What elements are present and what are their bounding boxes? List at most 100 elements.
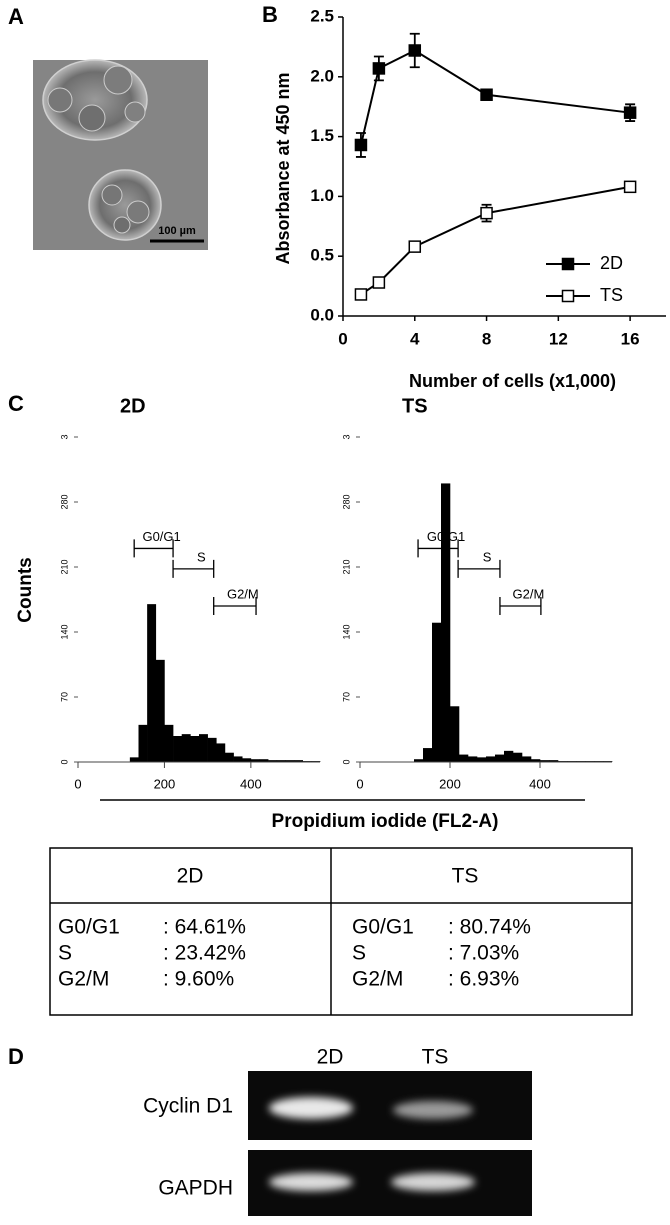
- table-cell: : 23.42%: [163, 942, 246, 965]
- y-tick-label: 1.5: [310, 126, 334, 145]
- histogram-bar: [164, 724, 174, 762]
- y-tick-label: 2.0: [310, 66, 334, 85]
- x-tick-label: 400: [240, 776, 262, 791]
- band: [391, 1173, 475, 1191]
- band: [269, 1173, 353, 1191]
- table-cell: : 7.03%: [448, 942, 519, 965]
- table-cell: G2/M: [58, 968, 109, 991]
- histogram-bar: [468, 756, 478, 762]
- x-tick-label: 0: [74, 776, 81, 791]
- marker: [480, 88, 493, 101]
- marker: [408, 240, 422, 253]
- y-axis-label: Absorbance at 450 nm: [273, 72, 293, 264]
- x-tick-label: 0: [338, 329, 347, 348]
- table-cell: : 64.61%: [163, 916, 246, 939]
- table-header: 2D: [177, 865, 204, 888]
- y-tick-label: 3: [59, 434, 69, 439]
- table: 2D TS: [49, 847, 633, 1016]
- gate: [499, 597, 542, 615]
- row-label: Cyclin D1: [143, 1095, 233, 1118]
- gate: [133, 539, 174, 558]
- x-tick-label: 4: [410, 329, 420, 348]
- gate-label: G2/M: [513, 586, 545, 601]
- histogram-bar: [207, 737, 217, 762]
- histogram-bar: [268, 760, 278, 762]
- panel-label: D: [8, 1044, 24, 1069]
- y-tick-label: 210: [59, 559, 69, 574]
- y-tick-label: 210: [341, 559, 351, 574]
- panel-label: C: [8, 391, 24, 416]
- y-tick-label: 0.5: [310, 246, 334, 265]
- marker: [372, 62, 386, 75]
- table-cell: : 9.60%: [163, 968, 234, 991]
- y-tick-label: 140: [341, 624, 351, 639]
- histogram-title: 2D: [120, 395, 146, 417]
- histogram-bar: [129, 757, 139, 762]
- scale-bar-label: 100 µm: [158, 225, 196, 237]
- histogram-bar: [173, 736, 183, 762]
- histogram-bar: [549, 760, 559, 762]
- x-axis-label: Propidium iodide (FL2-A): [272, 811, 499, 832]
- lane-label: TS: [422, 1046, 449, 1069]
- x-tick-label: 200: [439, 776, 461, 791]
- marker: [623, 180, 637, 194]
- table-cell: G0/G1: [58, 916, 120, 939]
- micrograph: 100 µm: [33, 59, 208, 250]
- histogram-bar: [414, 759, 424, 762]
- marker: [480, 206, 493, 220]
- histogram-bar: [294, 760, 304, 762]
- histogram-bar: [513, 752, 523, 762]
- legend-label: 2D: [600, 253, 623, 273]
- gate: [213, 597, 257, 615]
- gate: [457, 559, 501, 578]
- marker: [354, 288, 368, 301]
- gate-label: G2/M: [227, 586, 259, 601]
- histogram-bar: [450, 706, 460, 762]
- histogram-bar: [147, 604, 157, 762]
- histogram-bar: [259, 759, 269, 762]
- gate-label: S: [483, 549, 492, 564]
- gel: 2D TS Cyclin D1 GAPDH: [143, 1046, 532, 1216]
- table-cell: G0/G1: [352, 916, 414, 939]
- x-tick-label: 16: [621, 329, 640, 348]
- histogram-bar: [138, 724, 148, 762]
- histogram-bar: [285, 760, 295, 762]
- histogram-bar: [199, 734, 208, 762]
- panel-label: A: [8, 4, 24, 29]
- histogram-bar: [423, 748, 433, 762]
- x-tick-label: 200: [154, 776, 176, 791]
- gate-label: G0/G1: [142, 529, 180, 544]
- row-label: GAPDH: [158, 1177, 233, 1200]
- legend-label: TS: [600, 285, 623, 305]
- marker: [354, 138, 368, 152]
- histogram-title: TS: [402, 395, 428, 417]
- histogram-bar: [155, 659, 165, 762]
- series-line: [359, 49, 631, 146]
- x-tick-label: 12: [549, 329, 568, 348]
- histogram-bar: [441, 483, 451, 762]
- histogram-bar: [432, 622, 442, 762]
- table-cell: : 80.74%: [448, 916, 531, 939]
- band: [269, 1097, 353, 1119]
- gate-label: S: [197, 549, 206, 564]
- y-tick-label: 3: [341, 434, 351, 439]
- histogram-bar: [540, 760, 550, 762]
- table-header: TS: [452, 865, 479, 888]
- gate: [417, 539, 459, 558]
- y-tick-label: 0: [341, 759, 351, 764]
- marker: [623, 106, 637, 119]
- histogram-bar: [459, 754, 469, 762]
- panel-label: B: [262, 2, 278, 27]
- y-tick-label: 0: [59, 759, 69, 764]
- table-cell: : 6.93%: [448, 968, 519, 991]
- y-tick-label: 280: [341, 494, 351, 509]
- lane-label: 2D: [317, 1046, 344, 1069]
- x-tick-label: 0: [356, 776, 363, 791]
- histogram-bar: [276, 760, 286, 762]
- histogram-bar: [495, 754, 505, 762]
- band: [393, 1101, 473, 1119]
- gate: [172, 559, 215, 578]
- marker-swatch: [561, 257, 575, 271]
- histogram-bar: [486, 756, 496, 762]
